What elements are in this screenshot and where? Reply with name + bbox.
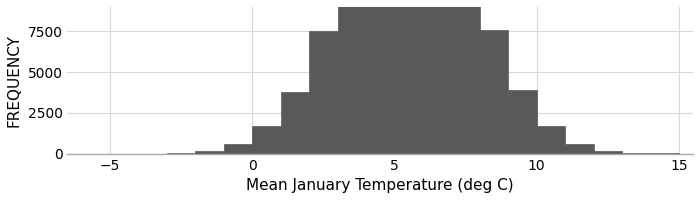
Bar (195, 151, 224, 154)
Bar (508, 90, 537, 154)
Bar (594, 151, 622, 154)
Bar (309, 31, 337, 154)
Bar (480, 30, 508, 154)
Bar (394, 0, 423, 154)
Bar (622, 153, 650, 154)
Bar (537, 126, 565, 154)
Bar (252, 126, 281, 154)
Bar (565, 144, 594, 154)
Bar (281, 92, 309, 154)
Y-axis label: FREQUENCY: FREQUENCY (7, 34, 22, 127)
Bar (423, 0, 452, 154)
Bar (167, 153, 195, 154)
Bar (366, 0, 394, 154)
Bar (452, 0, 480, 154)
X-axis label: Mean January Temperature (deg C): Mean January Temperature (deg C) (246, 178, 514, 193)
Bar (337, 0, 366, 154)
Bar (224, 144, 252, 154)
